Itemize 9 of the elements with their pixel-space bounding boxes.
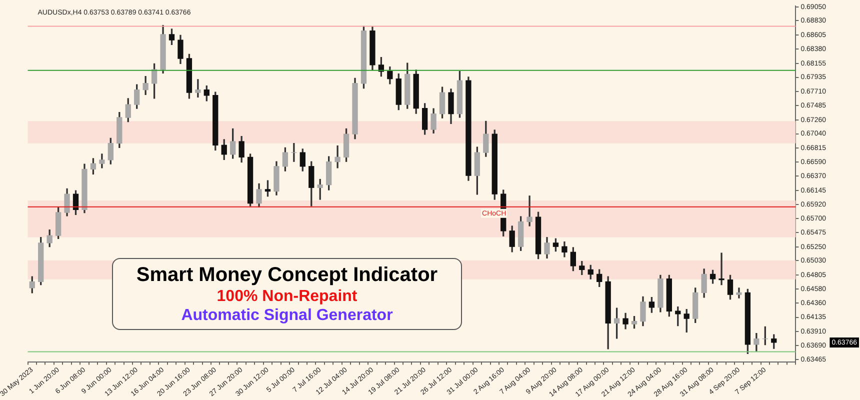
annotation: 100% Non-Repaint xyxy=(216,287,358,306)
candlestick xyxy=(736,288,742,298)
candlestick xyxy=(526,196,532,226)
candlestick xyxy=(291,142,297,162)
candlestick xyxy=(195,79,201,98)
candlestick xyxy=(334,145,340,168)
candlestick xyxy=(718,252,724,286)
annotation: Automatic Signal Generator xyxy=(180,306,394,326)
annotation: Smart Money Concept Indicator xyxy=(135,263,439,287)
